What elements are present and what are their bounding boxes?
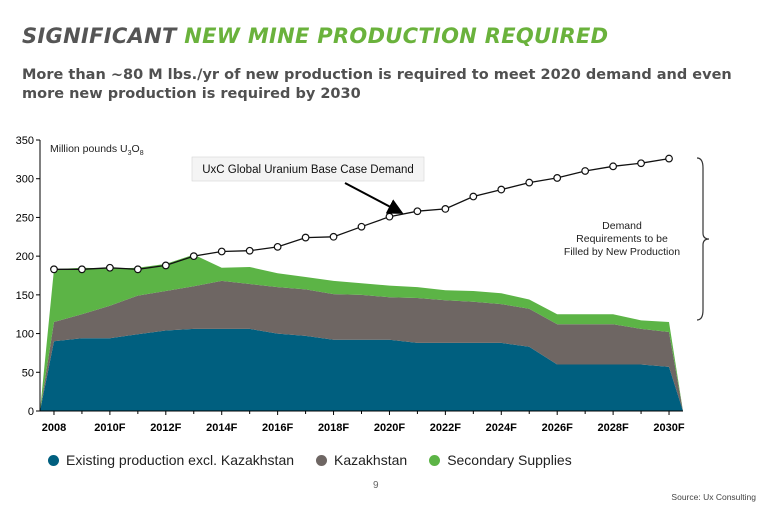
demand-point-2027 bbox=[581, 167, 590, 175]
y-tick-label-150: 150 bbox=[16, 290, 34, 302]
x-tick-label-2012: 2012F bbox=[150, 422, 181, 434]
legend-swatch-secondary bbox=[429, 454, 441, 466]
demand-point-2030 bbox=[665, 154, 673, 163]
x-tick-label-2018: 2018F bbox=[318, 422, 349, 434]
slide-subtitle: More than ~80 M lbs./yr of new productio… bbox=[22, 67, 732, 102]
x-tick-label-2028: 2028F bbox=[598, 422, 629, 434]
page-number: 9 bbox=[373, 480, 379, 491]
demand-gap-bracket bbox=[696, 157, 710, 321]
demand-point-2029 bbox=[637, 159, 645, 168]
x-tick-label-2024: 2024F bbox=[486, 422, 517, 434]
y-tick-label-300: 300 bbox=[16, 174, 34, 186]
demand-point-2017 bbox=[301, 233, 310, 242]
demand-point-2023 bbox=[469, 192, 478, 201]
y-tick-label-200: 200 bbox=[16, 251, 34, 263]
demand-point-2010 bbox=[105, 263, 114, 272]
area-secondary bbox=[40, 254, 683, 411]
slide-title: SIGNIFICANT NEW MINE PRODUCTION REQUIRED bbox=[22, 24, 608, 48]
demand-point-2018 bbox=[329, 232, 338, 241]
bracket-text-line2: Requirements to be bbox=[576, 233, 668, 245]
demand-point-2019 bbox=[357, 222, 366, 231]
legend-swatch-kazakhstan bbox=[316, 454, 328, 466]
x-tick-label-2022: 2022F bbox=[430, 422, 461, 434]
y-tick-label-50: 50 bbox=[22, 367, 34, 379]
y-axis-label: Million pounds U3O8 bbox=[50, 143, 144, 157]
demand-point-2028 bbox=[609, 162, 618, 171]
y-tick-label-350: 350 bbox=[16, 135, 34, 147]
demand-point-2016 bbox=[273, 242, 282, 251]
demand-label-text: UxC Global Uranium Base Case Demand bbox=[202, 164, 414, 176]
x-tick-label-2010: 2010F bbox=[94, 422, 125, 434]
legend-item-secondary: Secondary Supplies bbox=[429, 452, 572, 468]
area-existing bbox=[40, 328, 683, 411]
demand-point-2025 bbox=[525, 178, 534, 187]
y-tick-label-100: 100 bbox=[16, 329, 34, 341]
x-tick-label-2008: 2008 bbox=[42, 422, 66, 434]
demand-point-2008 bbox=[50, 265, 58, 274]
demand-point-2011 bbox=[133, 265, 142, 274]
legend-item-kazakhstan: Kazakhstan bbox=[316, 452, 407, 468]
x-tick-label-2030: 2030F bbox=[653, 422, 684, 434]
bracket-text-line3: Filled by New Production bbox=[564, 246, 680, 258]
x-tick-label-2020: 2020F bbox=[374, 422, 405, 434]
demand-point-2009 bbox=[78, 265, 86, 274]
y-tick-label-0: 0 bbox=[28, 406, 34, 418]
demand-label-arrow bbox=[344, 182, 404, 214]
demand-point-2014 bbox=[217, 247, 226, 256]
x-tick-label-2026: 2026F bbox=[542, 422, 573, 434]
demand-point-2020 bbox=[385, 212, 394, 221]
x-tick-label-2016: 2016F bbox=[262, 422, 293, 434]
title-part-2: NEW MINE PRODUCTION REQUIRED bbox=[184, 24, 609, 48]
demand-point-2012 bbox=[161, 261, 170, 270]
area-kazakhstan bbox=[40, 280, 683, 411]
demand-point-2026 bbox=[553, 174, 562, 182]
legend-label-kazakhstan: Kazakhstan bbox=[334, 452, 408, 468]
demand-point-2021 bbox=[413, 207, 422, 216]
bracket-text-line1: Demand bbox=[602, 220, 642, 232]
legend-item-existing: Existing production excl. Kazakhstan bbox=[48, 452, 294, 468]
demand-label-box bbox=[191, 156, 425, 182]
legend-label-existing: Existing production excl. Kazakhstan bbox=[66, 452, 295, 468]
demand-point-2015 bbox=[245, 246, 254, 255]
legend-swatch-existing bbox=[48, 454, 59, 466]
y-tick-label-250: 250 bbox=[16, 212, 34, 224]
demand-point-2013 bbox=[189, 252, 198, 261]
legend: Existing production excl. Kazakhstan Kaz… bbox=[48, 452, 594, 468]
title-part-1: SIGNIFICANT bbox=[22, 24, 177, 48]
demand-point-2022 bbox=[441, 205, 450, 213]
x-tick-label-2014: 2014F bbox=[206, 422, 237, 434]
legend-label-secondary: Secondary Supplies bbox=[447, 452, 572, 468]
demand-point-2024 bbox=[497, 185, 506, 194]
source-note: Source: Ux Consulting bbox=[671, 492, 756, 502]
